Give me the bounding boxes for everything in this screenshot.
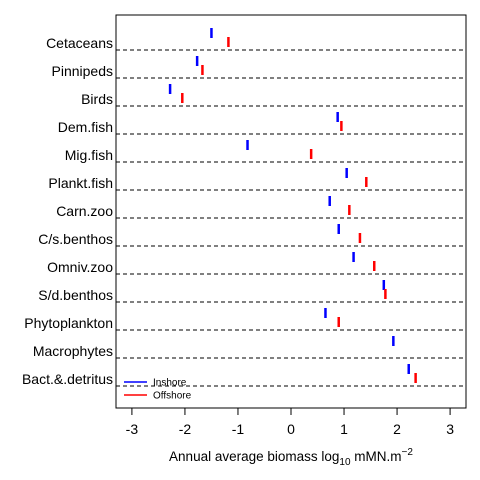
plot-frame [115,14,467,409]
x-tick-label: 2 [393,421,401,437]
category-label: Macrophytes [33,343,113,359]
category-label: Cetaceans [46,35,113,51]
legend: Inshore Offshore [124,378,192,402]
x-tick-label: -2 [179,421,192,437]
category-label: C/s.benthos [38,231,113,247]
legend-label-inshore: Inshore [153,378,187,389]
x-axis-title-unit: mMN.m [351,449,402,464]
category-label: Carn.zoo [56,203,113,219]
category-labels: Cetaceans Pinnipeds Birds Dem.fish Mig.fish P… [22,35,113,387]
x-axis-title-superscript: −2 [402,447,414,458]
category-label: Bact.&.detritus [22,371,113,387]
data-marks [168,28,417,383]
row-separators [116,49,466,387]
category-label: Omniv.zoo [47,259,113,275]
x-axis-title: Annual average biomass log10 mMN.m−2 [169,447,413,468]
category-label: Phytoplankton [24,315,113,331]
category-label: Birds [81,91,113,107]
category-label: S/d.benthos [38,287,113,303]
x-axis-title-main: Annual average biomass log [169,449,339,464]
legend-label-offshore: Offshore [153,391,192,402]
x-tick-label: -3 [126,421,139,437]
x-tick-label: 3 [446,421,454,437]
category-label: Dem.fish [58,119,113,135]
x-tick-label: 0 [287,421,295,437]
x-axis: -3 -2 -1 0 1 2 3 [126,408,454,437]
x-tick-label: 1 [340,421,348,437]
category-label: Plankt.fish [48,175,113,191]
category-label: Pinnipeds [52,63,114,79]
category-label: Mig.fish [65,147,113,163]
x-tick-label: -1 [232,421,245,437]
x-axis-title-subscript: 10 [339,457,351,468]
